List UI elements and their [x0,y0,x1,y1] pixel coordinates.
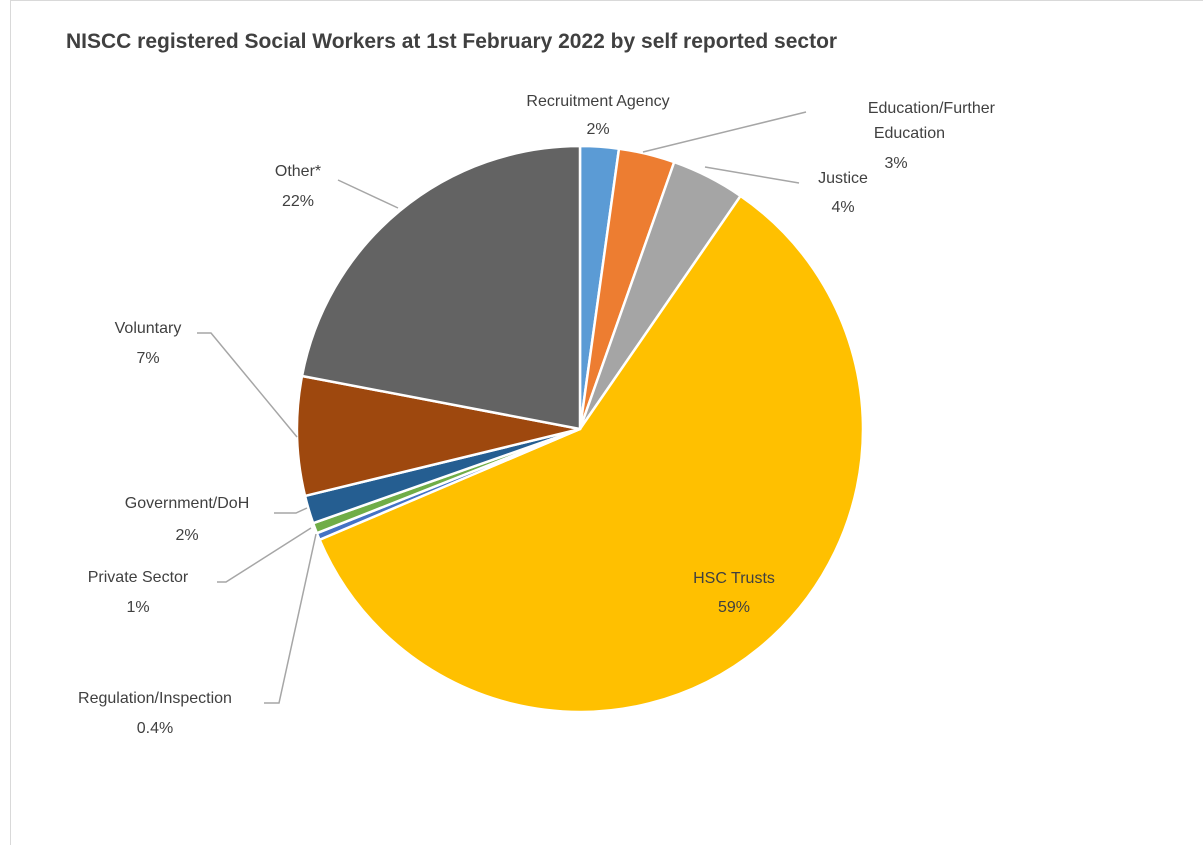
label-hsc-trusts-name: HSC Trusts [693,570,775,587]
label-justice-value: 4% [831,199,854,216]
leader-regulation [264,533,317,704]
chart-title: NISCC registered Social Workers at 1st F… [66,30,838,53]
label-other-name: Other* [275,163,321,180]
label-recruitment-agency-name: Recruitment Agency [526,93,669,110]
label-justice-name: Justice [818,170,868,187]
label-government-name: Government/DoH [125,495,250,512]
label-education-line1: Education/Further [868,100,996,117]
label-recruitment-agency-value: 2% [586,121,609,138]
leader-other [337,179,399,209]
chart-area [10,0,1203,845]
pie-slice-hsc-trusts [318,194,865,714]
label-government-value: 2% [175,527,198,544]
leader-education [642,111,807,153]
label-private-sector-name: Private Sector [88,569,189,586]
label-education-value: 3% [884,155,907,172]
leader-justice [704,166,800,184]
label-voluntary-value: 7% [136,350,159,367]
label-education-line2: Education [874,125,945,142]
label-regulation-name: Regulation/Inspection [78,690,232,707]
pie-slice-other [300,144,582,431]
label-regulation-value: 0.4% [137,720,173,737]
label-hsc-trusts-value: 59% [718,599,750,616]
leader-voluntary [197,332,298,438]
leader-private-sector [217,527,312,583]
label-other-value: 22% [282,193,314,210]
label-private-sector-value: 1% [126,599,149,616]
leader-government [274,507,308,514]
label-voluntary-name: Voluntary [115,320,182,337]
